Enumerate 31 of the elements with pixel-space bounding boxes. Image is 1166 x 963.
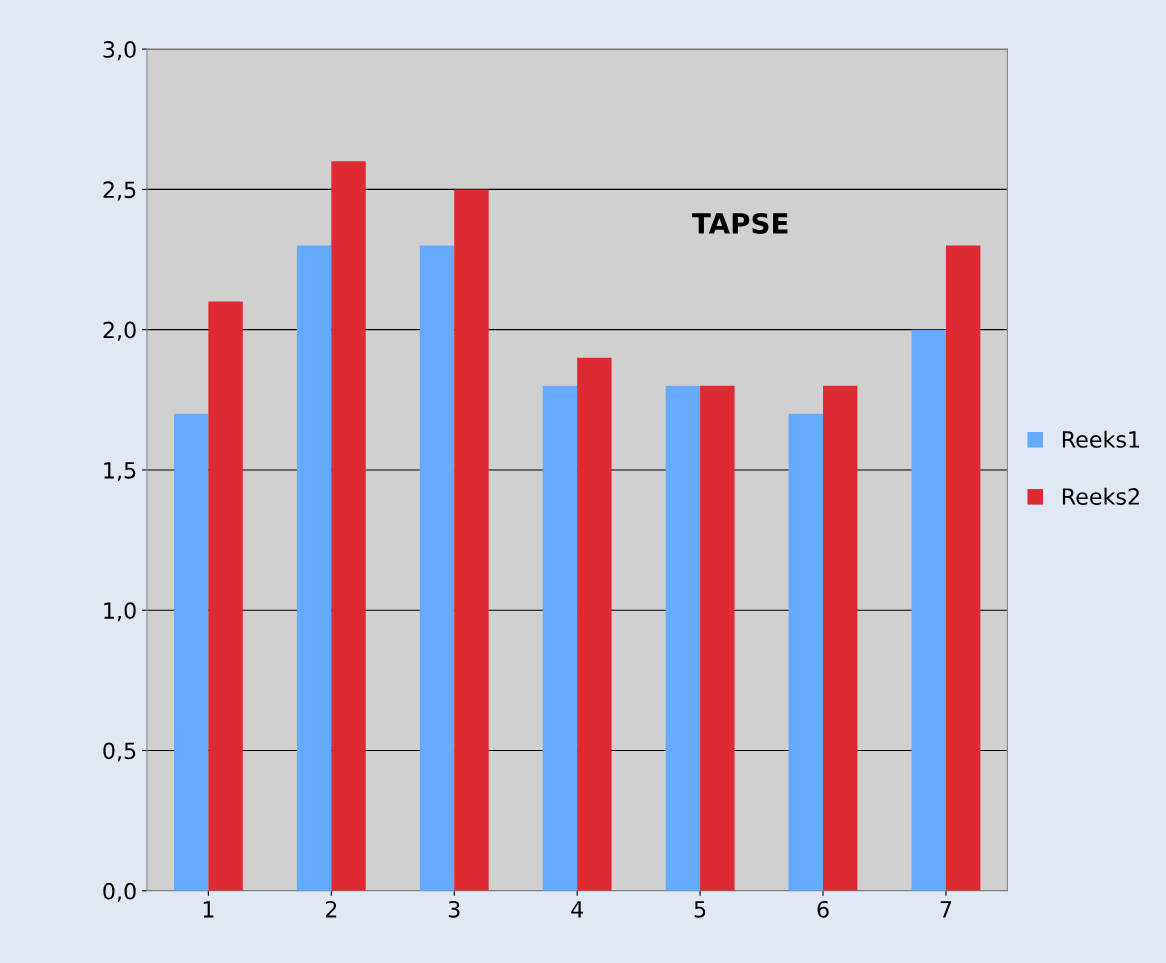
bar [823,385,858,891]
bar [665,385,701,891]
bar [577,357,612,891]
y-tick-label: 1,5 [104,462,136,481]
bar [331,161,366,891]
text: TAPSE [691,212,788,234]
y-tick-label: 3,0 [103,41,136,61]
y-tick-label: 0,5 [103,742,136,762]
legend-label: Reeks2 [1062,487,1139,505]
y-tick-label: 1,0 [104,602,136,622]
x-tick-label: 4 [571,901,583,918]
bar [419,245,455,891]
bar [911,329,946,891]
x-tick-label: 7 [940,901,952,918]
bar [454,189,489,891]
bar [945,245,981,891]
x-tick-label: 2 [325,900,337,918]
x-tick-label: 1 [203,901,214,918]
bar [700,385,735,891]
y-tick-label: 2,5 [103,181,136,201]
bar [296,245,332,891]
bar [542,385,578,891]
bar [208,301,243,891]
y-tick-label: 0,0 [103,882,136,902]
x-tick-label: 5 [694,901,706,918]
bar [173,413,209,891]
x-tick-label: 3 [448,900,460,918]
bar [788,413,824,891]
y-tick-label: 2,0 [103,321,136,341]
x-tick-label: 6 [817,900,829,918]
legend-label: Reeks1 [1062,430,1140,448]
